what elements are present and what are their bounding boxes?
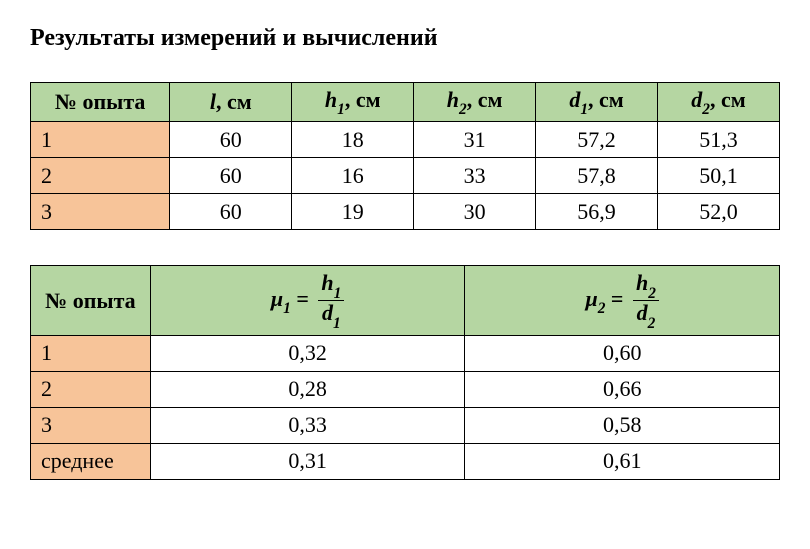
- col-header-h2: h2, см: [414, 83, 536, 122]
- var-d2: d2: [691, 87, 710, 112]
- unit-d1: , см: [588, 87, 624, 112]
- table-row: среднее 0,31 0,61: [31, 443, 780, 479]
- cell-h1: 19: [292, 194, 414, 230]
- col-header-l: l, см: [170, 83, 292, 122]
- table-row: 3 0,33 0,58: [31, 407, 780, 443]
- cell-mu1: 0,33: [150, 407, 465, 443]
- unit-h2: , см: [467, 87, 503, 112]
- table-row: 3 60 19 30 56,9 52,0: [31, 194, 780, 230]
- row-num: 2: [31, 371, 151, 407]
- row-avg-label: среднее: [31, 443, 151, 479]
- cell-mu2: 0,60: [465, 335, 780, 371]
- col-header-h1: h1, см: [292, 83, 414, 122]
- row-num: 3: [31, 407, 151, 443]
- cell-mu2: 0,58: [465, 407, 780, 443]
- cell-d2: 51,3: [658, 122, 780, 158]
- cell-mu1: 0,31: [150, 443, 465, 479]
- cell-h1: 16: [292, 158, 414, 194]
- table-row: 1 0,32 0,60: [31, 335, 780, 371]
- col-header-mu2: μ2 = h2d2: [465, 266, 780, 336]
- cell-h2: 30: [414, 194, 536, 230]
- page-title: Результаты измерений и вычислений: [30, 25, 780, 52]
- measurements-table: № опыта l, см h1, см h2, см d1, см d2, с…: [30, 82, 780, 230]
- cell-d1: 56,9: [536, 194, 658, 230]
- col-header-experiment: № опыта: [31, 266, 151, 336]
- var-h1: h1: [325, 87, 345, 112]
- table-row: 2 0,28 0,66: [31, 371, 780, 407]
- cell-d1: 57,2: [536, 122, 658, 158]
- cell-h1: 18: [292, 122, 414, 158]
- calculations-table: № опыта μ1 = h1d1 μ2 = h2d2 1 0,32 0,60 …: [30, 265, 780, 480]
- table-row: 2 60 16 33 57,8 50,1: [31, 158, 780, 194]
- cell-h2: 33: [414, 158, 536, 194]
- formula-mu1: μ1 = h1d1: [271, 286, 344, 311]
- row-num: 1: [31, 335, 151, 371]
- table-header-row: № опыта μ1 = h1d1 μ2 = h2d2: [31, 266, 780, 336]
- unit-h1: , см: [345, 87, 381, 112]
- col-header-d1: d1, см: [536, 83, 658, 122]
- unit-l: , см: [216, 89, 252, 114]
- cell-l: 60: [170, 194, 292, 230]
- table-row: 1 60 18 31 57,2 51,3: [31, 122, 780, 158]
- cell-d2: 50,1: [658, 158, 780, 194]
- var-d1: d1: [569, 87, 588, 112]
- col-header-experiment: № опыта: [31, 83, 170, 122]
- row-num: 1: [31, 122, 170, 158]
- col-header-d2: d2, см: [658, 83, 780, 122]
- cell-d1: 57,8: [536, 158, 658, 194]
- col-header-mu1: μ1 = h1d1: [150, 266, 465, 336]
- cell-l: 60: [170, 158, 292, 194]
- cell-mu1: 0,32: [150, 335, 465, 371]
- formula-mu2: μ2 = h2d2: [585, 286, 658, 311]
- row-num: 3: [31, 194, 170, 230]
- cell-h2: 31: [414, 122, 536, 158]
- var-h2: h2: [447, 87, 467, 112]
- unit-d2: , см: [710, 87, 746, 112]
- cell-mu1: 0,28: [150, 371, 465, 407]
- cell-d2: 52,0: [658, 194, 780, 230]
- cell-mu2: 0,66: [465, 371, 780, 407]
- row-num: 2: [31, 158, 170, 194]
- cell-l: 60: [170, 122, 292, 158]
- table-header-row: № опыта l, см h1, см h2, см d1, см d2, с…: [31, 83, 780, 122]
- cell-mu2: 0,61: [465, 443, 780, 479]
